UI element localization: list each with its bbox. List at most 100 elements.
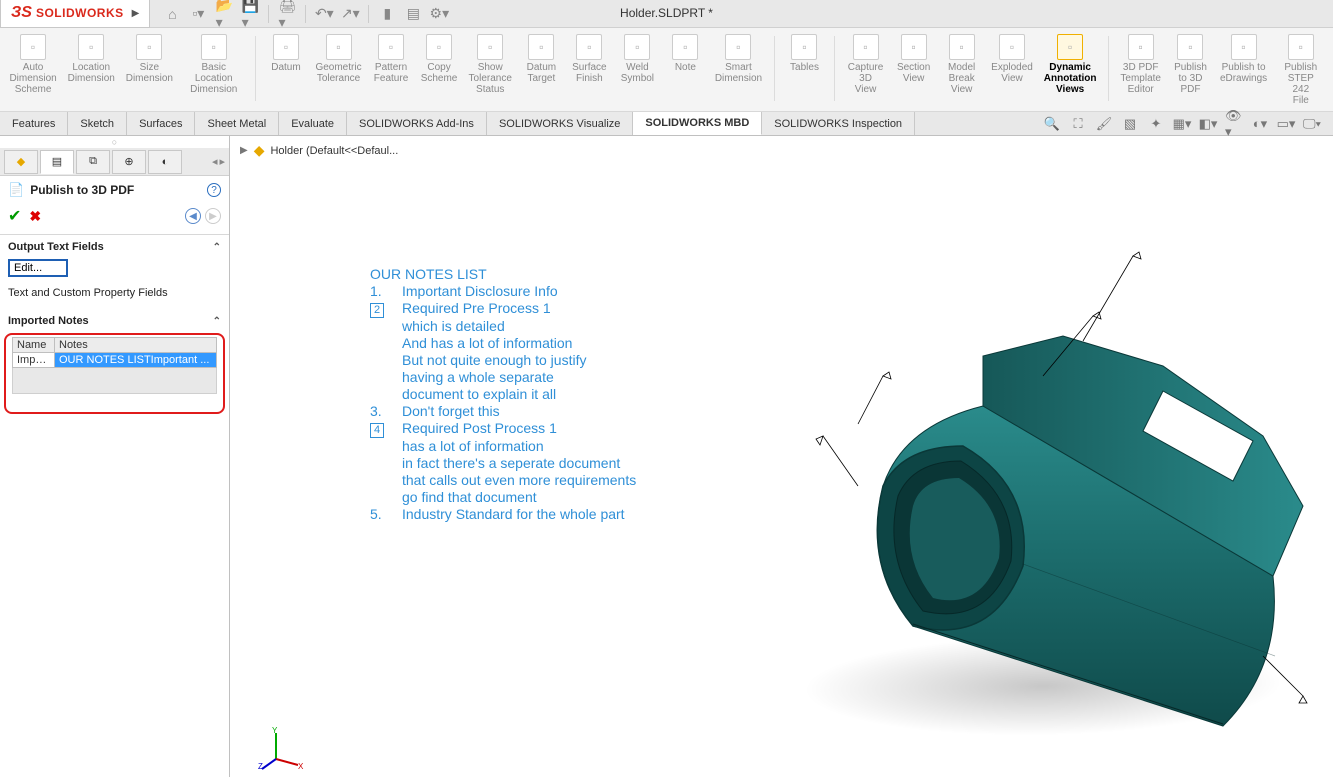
property-manager-panel: ○ ◆ ▤ ⧉ ⊕ ◐ ◂ ▸ 📄 Publish to 3D PDF ? ✔ … bbox=[0, 136, 230, 777]
cancel-x-icon[interactable]: ✖ bbox=[29, 208, 41, 225]
view-eye-icon[interactable]: 👁▾ bbox=[1225, 115, 1243, 133]
ribbon-button[interactable]: ▫Smart Dimension bbox=[711, 32, 765, 111]
ribbon-button[interactable]: ▫Capture 3D View bbox=[843, 32, 887, 111]
configuration-tab[interactable]: ⧉ bbox=[76, 150, 110, 174]
scene-icon[interactable]: ▭▾ bbox=[1277, 115, 1295, 133]
ribbon-button[interactable]: ▫Datum bbox=[264, 32, 308, 111]
ribbon-icon: ▫ bbox=[624, 34, 650, 60]
breadcrumb-label[interactable]: Holder (Default<<Defaul... bbox=[270, 145, 398, 157]
ribbon-button[interactable]: ▫Publish STEP 242 File bbox=[1275, 32, 1327, 111]
ribbon-button[interactable]: ▫3D PDF Template Editor bbox=[1117, 32, 1165, 111]
note-text: And has a lot of information bbox=[370, 335, 636, 352]
view-triad[interactable]: Y X Z bbox=[258, 725, 304, 771]
display-tab[interactable]: ◐ bbox=[148, 150, 182, 174]
ribbon-button[interactable]: ▫Model Break View bbox=[940, 32, 984, 111]
ribbon-tab[interactable]: Sketch bbox=[68, 112, 127, 135]
ribbon-tab[interactable]: SOLIDWORKS Inspection bbox=[762, 112, 915, 135]
ribbon-tab[interactable]: Evaluate bbox=[279, 112, 347, 135]
scroll-left-icon[interactable]: ◂ bbox=[212, 155, 218, 168]
help-icon[interactable]: ? bbox=[207, 183, 221, 197]
note-text: which is detailed bbox=[370, 318, 636, 335]
open-file-icon[interactable]: 📂▾ bbox=[216, 6, 232, 22]
ribbon-button[interactable]: ▫Publish to eDrawings bbox=[1216, 32, 1270, 111]
panel-grip[interactable]: ○ bbox=[0, 136, 229, 148]
print-icon[interactable]: 🖨▾ bbox=[279, 6, 295, 22]
ribbon-icon: ▫ bbox=[999, 34, 1025, 60]
display-style-icon[interactable]: ▦▾ bbox=[1173, 115, 1191, 133]
ribbon-button[interactable]: ▫Note bbox=[663, 32, 707, 111]
select-icon[interactable]: ↗▾ bbox=[342, 6, 358, 22]
feature-tree-tab[interactable]: ◆ bbox=[4, 150, 38, 174]
app-menu-button[interactable]: ЗS SOLIDWORKS ▶ bbox=[0, 0, 150, 28]
note-text: has a lot of information bbox=[370, 438, 636, 455]
ribbon-button[interactable]: ▫Tables bbox=[782, 32, 826, 111]
section-view-icon[interactable]: ▧ bbox=[1121, 115, 1139, 133]
ribbon-button[interactable]: ▫Show Tolerance Status bbox=[465, 32, 515, 111]
ribbon-icon: ▫ bbox=[949, 34, 975, 60]
ribbon-button[interactable]: ▫Geometric Tolerance bbox=[312, 32, 365, 111]
ribbon-button[interactable]: ▫Location Dimension bbox=[64, 32, 118, 111]
ribbon-label: Pattern Feature bbox=[374, 62, 408, 84]
screen-icon[interactable]: 🖵▾ bbox=[1303, 115, 1321, 133]
section-output-fields[interactable]: Output Text Fields ⌃ bbox=[0, 235, 229, 259]
ribbon-label: Geometric Tolerance bbox=[315, 62, 361, 84]
options-list-icon[interactable]: ▤ bbox=[405, 6, 421, 22]
ribbon-button[interactable]: ▫Dynamic Annotation Views bbox=[1040, 32, 1100, 111]
rebuild-icon[interactable]: ▮ bbox=[379, 6, 395, 22]
prev-page-icon[interactable]: ◀ bbox=[185, 208, 201, 224]
ribbon-button[interactable]: ▫Size Dimension bbox=[122, 32, 176, 111]
ribbon-tab[interactable]: Sheet Metal bbox=[195, 112, 279, 135]
ribbon-button[interactable]: ▫Datum Target bbox=[519, 32, 563, 111]
ok-check-icon[interactable]: ✔ bbox=[8, 206, 21, 226]
zoom-area-icon[interactable]: ⛶ bbox=[1069, 115, 1087, 133]
ribbon-icon: ▫ bbox=[528, 34, 554, 60]
ribbon-label: Datum Target bbox=[527, 62, 556, 84]
ribbon-tab[interactable]: SOLIDWORKS Add-Ins bbox=[347, 112, 487, 135]
imported-notes-highlight: Name Notes Impo... OUR NOTES LISTImporta… bbox=[4, 333, 225, 414]
col-name[interactable]: Name bbox=[13, 338, 55, 353]
edit-button[interactable]: Edit... bbox=[8, 259, 68, 277]
ribbon-tab[interactable]: Surfaces bbox=[127, 112, 195, 135]
appearance-icon[interactable]: ◐▾ bbox=[1251, 115, 1269, 133]
ribbon-button[interactable]: ▫Pattern Feature bbox=[369, 32, 413, 111]
ribbon-icon: ▫ bbox=[378, 34, 404, 60]
zoom-fit-icon[interactable]: 🔍 bbox=[1043, 115, 1061, 133]
ribbon: ▫Auto Dimension Scheme▫Location Dimensio… bbox=[0, 28, 1333, 112]
ribbon-button[interactable]: ▫Section View bbox=[892, 32, 936, 111]
col-notes[interactable]: Notes bbox=[55, 338, 217, 353]
home-icon[interactable]: ⌂ bbox=[164, 6, 180, 22]
dimxpert-tab[interactable]: ⊕ bbox=[112, 150, 146, 174]
ribbon-tab[interactable]: Features bbox=[0, 112, 68, 135]
ribbon-button[interactable]: ▫Weld Symbol bbox=[615, 32, 659, 111]
ribbon-icon: ▫ bbox=[201, 34, 227, 60]
separator bbox=[834, 36, 835, 101]
ribbon-button[interactable]: ▫Basic Location Dimension bbox=[180, 32, 247, 111]
ribbon-button[interactable]: ▫Copy Scheme bbox=[417, 32, 461, 111]
ribbon-button[interactable]: ▫Publish to 3D PDF bbox=[1168, 32, 1212, 111]
table-row[interactable]: Impo... OUR NOTES LISTImportant ... bbox=[13, 353, 217, 368]
ribbon-button[interactable]: ▫Surface Finish bbox=[567, 32, 611, 111]
save-icon[interactable]: 💾▾ bbox=[242, 6, 258, 22]
undo-icon[interactable]: ↶▾ bbox=[316, 6, 332, 22]
orient-view-icon[interactable]: ✦ bbox=[1147, 115, 1165, 133]
ribbon-button[interactable]: ▫Exploded View bbox=[988, 32, 1037, 111]
ribbon-label: Show Tolerance Status bbox=[469, 62, 512, 95]
ribbon-button[interactable]: ▫Auto Dimension Scheme bbox=[6, 32, 60, 111]
next-page-icon[interactable]: ▶ bbox=[205, 208, 221, 224]
svg-text:X: X bbox=[298, 762, 304, 771]
new-file-icon[interactable]: ▫▾ bbox=[190, 6, 206, 22]
ribbon-tab[interactable]: SOLIDWORKS Visualize bbox=[487, 112, 633, 135]
ribbon-tab[interactable]: SOLIDWORKS MBD bbox=[633, 112, 762, 135]
section-custom-fields: Text and Custom Property Fields bbox=[0, 283, 229, 309]
ribbon-label: Exploded View bbox=[991, 62, 1033, 84]
tab-scroll: ◂ ▸ bbox=[212, 155, 225, 168]
property-manager-tab[interactable]: ▤ bbox=[40, 150, 74, 174]
breadcrumb-expand-icon[interactable]: ▶ bbox=[240, 145, 248, 156]
hide-show-icon[interactable]: ◧▾ bbox=[1199, 115, 1217, 133]
ribbon-label: Publish STEP 242 File bbox=[1279, 62, 1323, 106]
graphics-viewport[interactable]: ▶ ◆ Holder (Default<<Defaul... OUR NOTES… bbox=[230, 136, 1333, 777]
scroll-right-icon[interactable]: ▸ bbox=[219, 155, 225, 168]
previous-view-icon[interactable]: 🖌 bbox=[1095, 115, 1113, 133]
section-imported-notes[interactable]: Imported Notes ⌃ bbox=[0, 309, 229, 333]
settings-gear-icon[interactable]: ⚙▾ bbox=[431, 6, 447, 22]
